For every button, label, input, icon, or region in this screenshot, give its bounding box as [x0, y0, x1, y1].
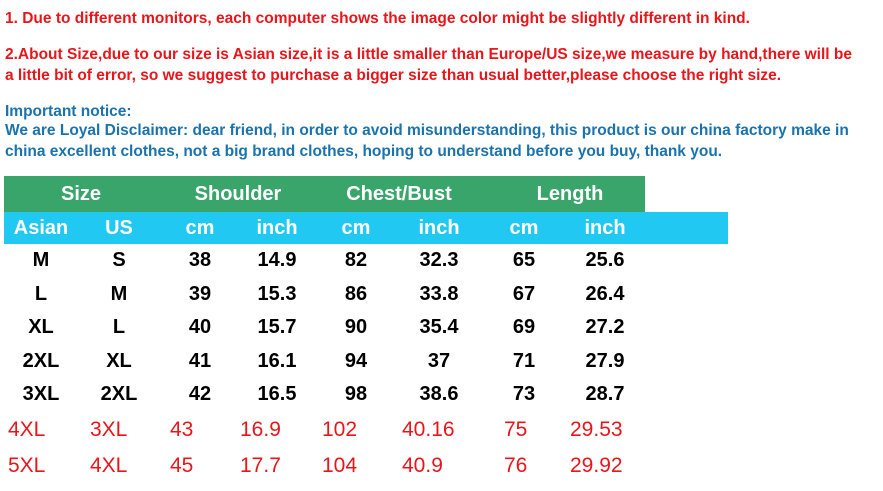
cell-chest-inch: 35.4 — [419, 316, 459, 339]
cell-length-cm: 71 — [512, 349, 536, 372]
cell-asian: XL — [28, 316, 54, 339]
cell-length-inch: 25.6 — [585, 249, 625, 271]
cell-length-inch: 26.4 — [585, 282, 625, 305]
table-row: XL L 40 15.7 90 35.4 69 27.2 — [4, 311, 728, 345]
important-notice-line-2: china excellent clothes, not a big brand… — [5, 143, 723, 160]
subheader-chest-inch: inch — [418, 217, 460, 239]
cell-shoulder-inch: 15.3 — [257, 282, 297, 305]
cell-length-cm: 76 — [504, 453, 528, 477]
cell-chest-cm: 102 — [322, 417, 358, 441]
cell-chest-inch: 33.8 — [419, 282, 459, 305]
notice-size-line-2: a little bit of error, so we suggest to … — [5, 67, 782, 84]
cell-us: XL — [106, 349, 132, 372]
cell-length-inch: 29.92 — [570, 453, 623, 477]
cell-length-cm: 67 — [512, 282, 536, 305]
subheader-length-inch: inch — [584, 217, 626, 239]
cell-asian: L — [34, 282, 48, 305]
subheader-length-cm: cm — [509, 217, 539, 239]
cell-asian: 4XL — [8, 417, 46, 441]
important-notice-title: Important notice: — [5, 103, 132, 120]
cell-shoulder-inch: 16.1 — [257, 349, 297, 372]
table-row: 4XL 3XL 43 16.9 102 40.16 75 29.53 — [4, 412, 728, 448]
cell-chest-cm: 104 — [322, 453, 358, 477]
cell-shoulder-cm: 42 — [188, 383, 212, 406]
cell-chest-inch: 40.9 — [402, 453, 443, 477]
subheader-shoulder-cm: cm — [185, 217, 215, 239]
cell-chest-inch: 40.16 — [402, 417, 455, 441]
notice-size-line-1: 2.About Size,due to our size is Asian si… — [5, 46, 852, 63]
cell-asian: M — [32, 249, 50, 271]
table-row: M S 38 14.9 82 32.3 65 25.6 — [4, 244, 728, 278]
table-row: 5XL 4XL 45 17.7 104 40.9 76 29.92 — [4, 448, 728, 484]
header-chest-bust: Chest/Bust — [346, 183, 452, 205]
important-notice-line-1: We are Loyal Disclaimer: dear friend, in… — [5, 122, 849, 139]
cell-chest-cm: 90 — [344, 316, 368, 339]
cell-chest-inch: 37 — [427, 349, 451, 372]
cell-us: 2XL — [100, 383, 138, 406]
group-header-row: Size Shoulder Chest/Bust Length — [4, 176, 728, 212]
cell-shoulder-cm: 38 — [188, 249, 212, 271]
sub-header-background — [4, 212, 728, 244]
cell-length-inch: 28.7 — [585, 383, 625, 406]
cell-shoulder-cm: 40 — [188, 316, 212, 339]
table-row: 3XL 2XL 42 16.5 98 38.6 73 28.7 — [4, 378, 728, 412]
cell-shoulder-inch: 16.5 — [257, 383, 297, 406]
cell-chest-cm: 94 — [344, 349, 368, 372]
subheader-asian: Asian — [13, 217, 69, 239]
sub-header-row: Asian US cm inch cm inch cm inch — [4, 212, 728, 244]
cell-length-cm: 69 — [512, 316, 536, 339]
table-body: M S 38 14.9 82 32.3 65 25.6 L M 39 15.3 86 33.8 67 26.4… — [4, 244, 728, 484]
notice-monitor-color: 1. Due to different monitors, each compu… — [5, 10, 750, 27]
cell-asian: 5XL — [8, 453, 46, 477]
cell-length-cm: 75 — [504, 417, 528, 441]
cell-shoulder-inch: 15.7 — [257, 316, 297, 339]
header-shoulder: Shoulder — [194, 183, 282, 205]
cell-chest-inch: 32.3 — [419, 249, 459, 271]
subheader-us: US — [105, 217, 133, 239]
cell-shoulder-cm: 45 — [170, 453, 194, 477]
cell-chest-cm: 86 — [344, 282, 368, 305]
header-length: Length — [536, 183, 604, 205]
subheader-chest-cm: cm — [341, 217, 371, 239]
cell-asian: 3XL — [22, 383, 60, 406]
header-size: Size — [60, 183, 102, 205]
cell-us: M — [110, 282, 128, 305]
cell-length-inch: 29.53 — [570, 417, 623, 441]
cell-us: 3XL — [90, 417, 128, 441]
cell-shoulder-inch: 17.7 — [240, 453, 281, 477]
cell-length-inch: 27.2 — [585, 316, 625, 339]
cell-us: S — [112, 249, 126, 271]
size-table: Size Shoulder Chest/Bust Length Asian US c… — [4, 176, 728, 484]
table-row: L M 39 15.3 86 33.8 67 26.4 — [4, 278, 728, 312]
cell-length-cm: 73 — [512, 383, 536, 406]
cell-us: 4XL — [90, 453, 128, 477]
cell-shoulder-cm: 39 — [188, 282, 212, 305]
cell-chest-cm: 82 — [344, 249, 368, 271]
cell-chest-inch: 38.6 — [419, 383, 459, 406]
group-header-background — [4, 176, 645, 212]
cell-shoulder-inch: 16.9 — [240, 417, 281, 441]
subheader-shoulder-inch: inch — [256, 217, 298, 239]
cell-chest-cm: 98 — [344, 383, 368, 406]
cell-shoulder-cm: 41 — [188, 349, 212, 372]
cell-shoulder-inch: 14.9 — [257, 249, 297, 271]
cell-length-inch: 27.9 — [585, 349, 625, 372]
cell-asian: 2XL — [22, 349, 60, 372]
cell-length-cm: 65 — [512, 249, 536, 271]
cell-us: L — [112, 316, 126, 339]
cell-shoulder-cm: 43 — [170, 417, 194, 441]
table-row: 2XL XL 41 16.1 94 37 71 27.9 — [4, 345, 728, 379]
